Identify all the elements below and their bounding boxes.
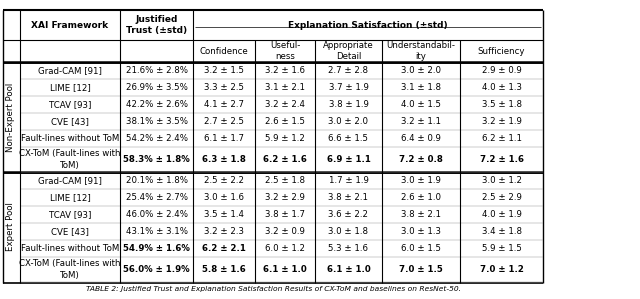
Text: 3.2 ± 1.1: 3.2 ± 1.1 <box>401 117 441 126</box>
Text: Grad-CAM [91]: Grad-CAM [91] <box>38 66 102 75</box>
Text: 25.4% ± 2.7%: 25.4% ± 2.7% <box>125 193 188 202</box>
Text: Sufficiency: Sufficiency <box>477 47 525 56</box>
Text: 3.5 ± 1.4: 3.5 ± 1.4 <box>204 210 244 219</box>
Text: 6.2 ± 2.1: 6.2 ± 2.1 <box>202 244 246 253</box>
Text: 7.0 ± 1.5: 7.0 ± 1.5 <box>399 265 443 274</box>
Text: 3.0 ± 2.0: 3.0 ± 2.0 <box>401 66 441 75</box>
Text: Understandabil-
ity: Understandabil- ity <box>387 41 456 61</box>
Text: 3.8 ± 2.1: 3.8 ± 2.1 <box>328 193 369 202</box>
Text: Useful-
ness: Useful- ness <box>270 41 300 61</box>
Text: 3.2 ± 2.4: 3.2 ± 2.4 <box>265 100 305 109</box>
Text: 3.2 ± 1.9: 3.2 ± 1.9 <box>481 117 522 126</box>
Text: 5.8 ± 1.6: 5.8 ± 1.6 <box>202 265 246 274</box>
Text: 2.7 ± 2.8: 2.7 ± 2.8 <box>328 66 369 75</box>
Text: Explanation Satisfaction (±std): Explanation Satisfaction (±std) <box>288 21 448 30</box>
Text: 2.5 ± 1.8: 2.5 ± 1.8 <box>265 176 305 185</box>
Text: 3.7 ± 1.9: 3.7 ± 1.9 <box>328 83 369 92</box>
Text: 3.6 ± 2.2: 3.6 ± 2.2 <box>328 210 369 219</box>
Text: LIME [12]: LIME [12] <box>50 193 90 202</box>
Text: 2.7 ± 2.5: 2.7 ± 2.5 <box>204 117 244 126</box>
Text: 2.5 ± 2.2: 2.5 ± 2.2 <box>204 176 244 185</box>
Text: 3.5 ± 1.8: 3.5 ± 1.8 <box>481 100 522 109</box>
Text: 7.2 ± 1.6: 7.2 ± 1.6 <box>479 155 524 164</box>
Text: 46.0% ± 2.4%: 46.0% ± 2.4% <box>125 210 188 219</box>
Text: 3.0 ± 1.3: 3.0 ± 1.3 <box>401 227 441 236</box>
Text: 21.6% ± 2.8%: 21.6% ± 2.8% <box>125 66 188 75</box>
Text: 6.1 ± 1.0: 6.1 ± 1.0 <box>263 265 307 274</box>
Text: 56.0% ± 1.9%: 56.0% ± 1.9% <box>123 265 190 274</box>
Text: 3.2 ± 2.3: 3.2 ± 2.3 <box>204 227 244 236</box>
Text: Fault-lines without ToM: Fault-lines without ToM <box>21 134 119 143</box>
Text: 4.0 ± 1.9: 4.0 ± 1.9 <box>481 210 522 219</box>
Text: 5.9 ± 1.5: 5.9 ± 1.5 <box>481 244 522 253</box>
Text: Fault-lines without ToM: Fault-lines without ToM <box>21 244 119 253</box>
Text: 6.2 ± 1.1: 6.2 ± 1.1 <box>481 134 522 143</box>
Text: CVE [43]: CVE [43] <box>51 117 89 126</box>
Text: 3.0 ± 1.2: 3.0 ± 1.2 <box>481 176 522 185</box>
Text: 3.0 ± 1.9: 3.0 ± 1.9 <box>401 176 441 185</box>
Text: 3.1 ± 2.1: 3.1 ± 2.1 <box>265 83 305 92</box>
Text: 3.8 ± 2.1: 3.8 ± 2.1 <box>401 210 441 219</box>
Text: 3.2 ± 1.5: 3.2 ± 1.5 <box>204 66 244 75</box>
Text: CVE [43]: CVE [43] <box>51 227 89 236</box>
Text: 5.9 ± 1.2: 5.9 ± 1.2 <box>265 134 305 143</box>
Text: 5.3 ± 1.6: 5.3 ± 1.6 <box>328 244 369 253</box>
Text: 3.2 ± 0.9: 3.2 ± 0.9 <box>265 227 305 236</box>
Text: 3.4 ± 1.8: 3.4 ± 1.8 <box>481 227 522 236</box>
Text: 6.9 ± 1.1: 6.9 ± 1.1 <box>326 155 371 164</box>
Text: 4.0 ± 1.5: 4.0 ± 1.5 <box>401 100 441 109</box>
Text: 2.5 ± 2.9: 2.5 ± 2.9 <box>481 193 522 202</box>
Text: 2.9 ± 0.9: 2.9 ± 0.9 <box>482 66 522 75</box>
Text: 3.0 ± 1.8: 3.0 ± 1.8 <box>328 227 369 236</box>
Text: 4.1 ± 2.7: 4.1 ± 2.7 <box>204 100 244 109</box>
Text: 2.6 ± 1.5: 2.6 ± 1.5 <box>265 117 305 126</box>
Text: TABLE 2: Justified Trust and Explanation Satisfaction Results of CX-ToM and base: TABLE 2: Justified Trust and Explanation… <box>86 286 461 292</box>
Text: 7.0 ± 1.2: 7.0 ± 1.2 <box>479 265 524 274</box>
Text: Justified
Trust (±std): Justified Trust (±std) <box>126 15 187 35</box>
Text: 6.3 ± 1.8: 6.3 ± 1.8 <box>202 155 246 164</box>
Text: 6.2 ± 1.6: 6.2 ± 1.6 <box>263 155 307 164</box>
Text: 43.1% ± 3.1%: 43.1% ± 3.1% <box>125 227 188 236</box>
Text: 54.2% ± 2.4%: 54.2% ± 2.4% <box>125 134 188 143</box>
Text: 3.8 ± 1.7: 3.8 ± 1.7 <box>265 210 305 219</box>
Text: 4.0 ± 1.3: 4.0 ± 1.3 <box>481 83 522 92</box>
Text: Confidence: Confidence <box>200 47 248 56</box>
Text: 6.6 ± 1.5: 6.6 ± 1.5 <box>328 134 369 143</box>
Text: 20.1% ± 1.8%: 20.1% ± 1.8% <box>125 176 188 185</box>
Text: Expert Pool: Expert Pool <box>6 202 15 251</box>
Text: TCAV [93]: TCAV [93] <box>49 210 91 219</box>
Text: 3.1 ± 1.8: 3.1 ± 1.8 <box>401 83 441 92</box>
Text: 3.3 ± 2.5: 3.3 ± 2.5 <box>204 83 244 92</box>
Text: 42.2% ± 2.6%: 42.2% ± 2.6% <box>125 100 188 109</box>
Text: LIME [12]: LIME [12] <box>50 83 90 92</box>
Text: TCAV [93]: TCAV [93] <box>49 100 91 109</box>
Text: Grad-CAM [91]: Grad-CAM [91] <box>38 176 102 185</box>
Text: 38.1% ± 3.5%: 38.1% ± 3.5% <box>125 117 188 126</box>
Text: 7.2 ± 0.8: 7.2 ± 0.8 <box>399 155 443 164</box>
Text: 6.4 ± 0.9: 6.4 ± 0.9 <box>401 134 441 143</box>
Text: 3.2 ± 1.6: 3.2 ± 1.6 <box>265 66 305 75</box>
Text: 3.0 ± 1.6: 3.0 ± 1.6 <box>204 193 244 202</box>
Text: Non-Expert Pool: Non-Expert Pool <box>6 83 15 152</box>
Text: 58.3% ± 1.8%: 58.3% ± 1.8% <box>123 155 190 164</box>
Text: 2.6 ± 1.0: 2.6 ± 1.0 <box>401 193 441 202</box>
Text: 26.9% ± 3.5%: 26.9% ± 3.5% <box>125 83 188 92</box>
Text: 3.0 ± 2.0: 3.0 ± 2.0 <box>328 117 369 126</box>
Text: 3.8 ± 1.9: 3.8 ± 1.9 <box>328 100 369 109</box>
Text: Appropriate
Detail: Appropriate Detail <box>323 41 374 61</box>
Text: 54.9% ± 1.6%: 54.9% ± 1.6% <box>123 244 190 253</box>
Text: 1.7 ± 1.9: 1.7 ± 1.9 <box>328 176 369 185</box>
Text: 6.0 ± 1.5: 6.0 ± 1.5 <box>401 244 441 253</box>
Text: XAI Framework: XAI Framework <box>31 21 109 30</box>
Text: 6.1 ± 1.0: 6.1 ± 1.0 <box>326 265 371 274</box>
Text: CX-ToM (Fault-lines with
ToM): CX-ToM (Fault-lines with ToM) <box>19 150 121 170</box>
Text: 3.2 ± 2.9: 3.2 ± 2.9 <box>265 193 305 202</box>
Text: 6.0 ± 1.2: 6.0 ± 1.2 <box>265 244 305 253</box>
Text: 6.1 ± 1.7: 6.1 ± 1.7 <box>204 134 244 143</box>
Text: CX-ToM (Fault-lines with
ToM): CX-ToM (Fault-lines with ToM) <box>19 260 121 280</box>
